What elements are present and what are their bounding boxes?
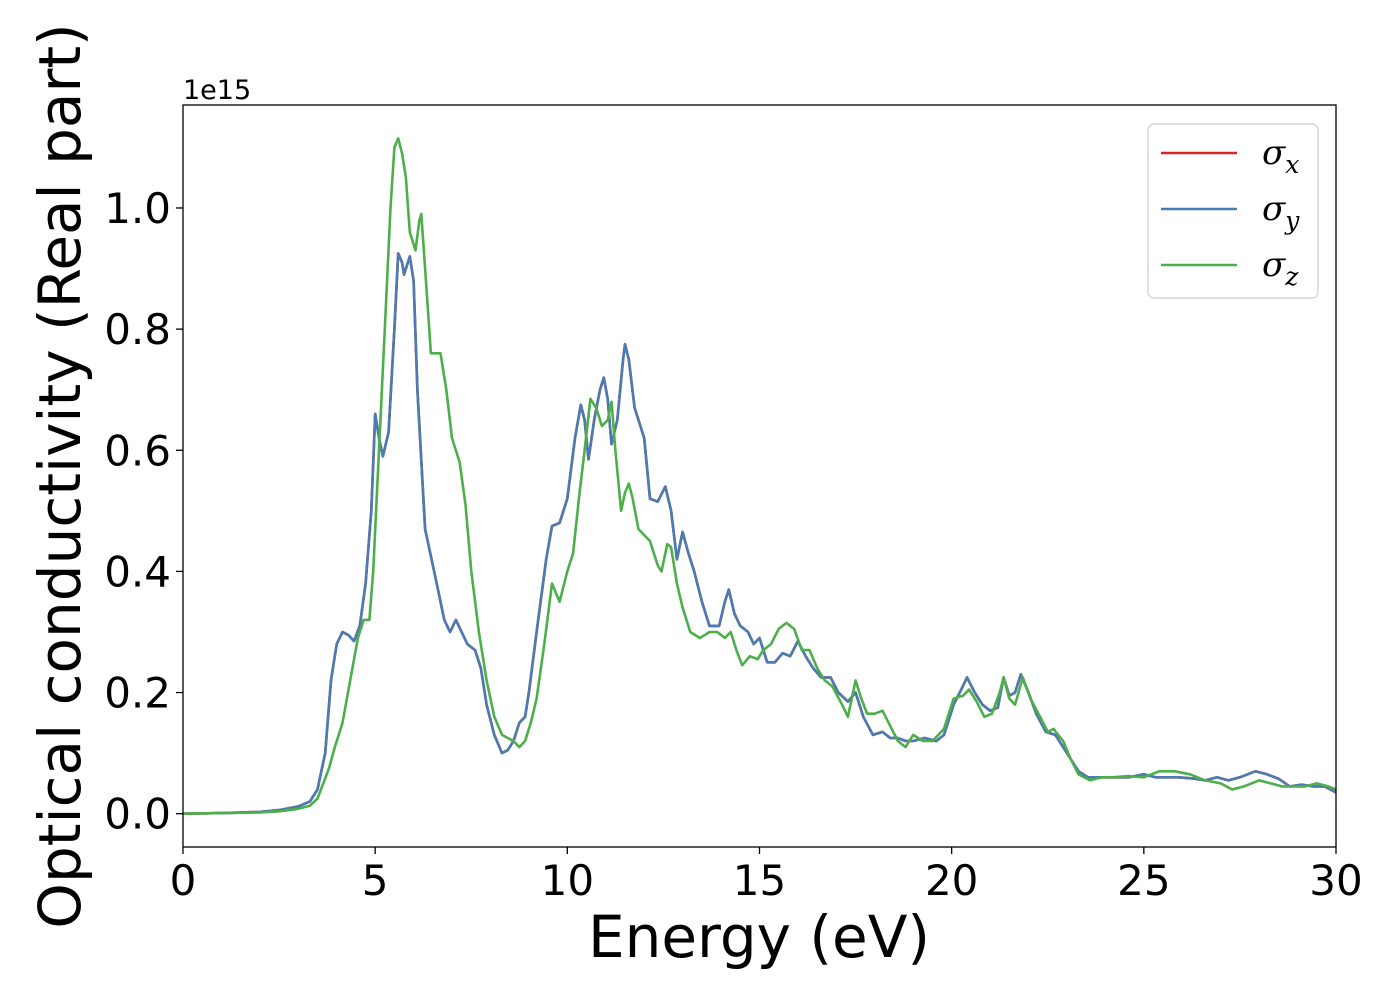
x-tick-label: 0	[170, 856, 197, 905]
legend-label-base: σ	[1262, 189, 1286, 229]
x-tick-label: 5	[362, 856, 389, 905]
legend-label-subscript: y	[1284, 206, 1300, 235]
x-axis-title: Energy (eV)	[588, 903, 930, 971]
legend-label-subscript: z	[1284, 262, 1299, 291]
y-scale-offset: 1e15	[183, 75, 251, 106]
legend-label-subscript: x	[1285, 150, 1299, 179]
y-tick-label: 1.0	[104, 184, 171, 233]
x-tick-label: 30	[1309, 856, 1362, 905]
y-axis-title: Optical conductivity (Real part)	[26, 23, 94, 928]
x-tick-label: 20	[925, 856, 978, 905]
legend-label-x: σx	[1262, 133, 1299, 179]
y-ticks: 0.0 0.2 0.4 0.6 0.8 1.0	[104, 184, 183, 839]
legend-frame	[1147, 123, 1319, 299]
x-tick-label: 25	[1117, 856, 1170, 905]
x-ticks: 0 5 10 15 20 25 30	[170, 847, 1363, 905]
y-tick-label: 0.4	[104, 547, 171, 596]
legend-label-y: σy	[1262, 189, 1300, 235]
y-tick-label: 0.2	[104, 669, 171, 718]
x-tick-label: 10	[541, 856, 594, 905]
x-tick-label: 15	[733, 856, 786, 905]
y-tick-label: 0.6	[104, 426, 171, 475]
legend-label-base: σ	[1262, 133, 1286, 173]
legend-label-z: σz	[1262, 245, 1299, 291]
y-tick-label: 0.8	[104, 305, 171, 354]
series-layer	[182, 137, 1337, 815]
y-tick-label: 0.0	[104, 790, 171, 839]
series-line-z	[182, 137, 1337, 815]
series-line-y	[182, 252, 1337, 815]
legend-label-base: σ	[1262, 245, 1286, 285]
